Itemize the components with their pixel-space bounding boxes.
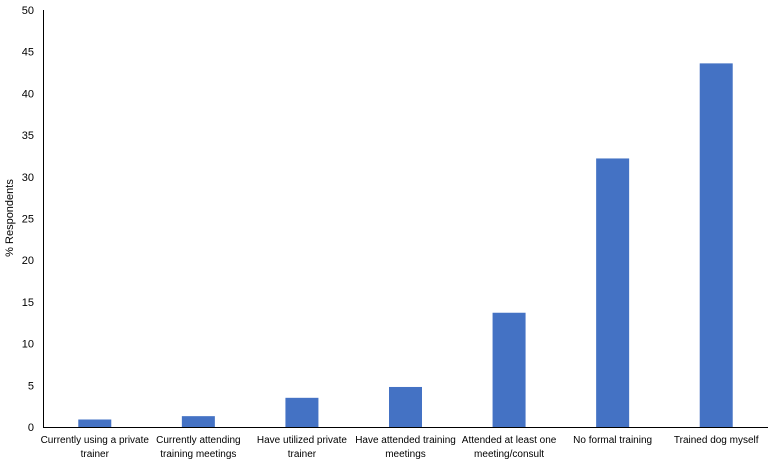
y-axis-ticks: 0 5 10 15 20 25 30 35 40 45 50 [22,5,34,434]
bars [78,63,733,427]
x-category-label: Have utilized private [257,435,347,446]
y-tick-label: 40 [22,88,34,100]
bar [492,312,526,427]
y-tick-label: 20 [22,255,34,267]
y-tick-label: 5 [28,380,34,392]
y-tick-label: 45 [22,47,34,59]
x-category-label: Have attended training [355,435,456,446]
bar [389,386,422,427]
x-category-label: No formal training [573,435,652,446]
y-tick-label: 30 [22,172,34,184]
x-category-label: training meetings [160,449,236,460]
bar [285,397,319,427]
x-axis-labels: Currently using a private trainer Currentl… [41,435,759,460]
x-category-label: trainer [81,449,110,460]
y-tick-label: 35 [22,130,34,142]
y-tick-label: 50 [22,5,34,17]
y-tick-label: 0 [28,422,34,434]
bar [78,419,112,427]
bar [596,158,630,427]
x-category-label: trainer [288,449,317,460]
y-axis-label: % Respondents [4,179,16,257]
bar [181,416,215,427]
x-category-label: meetings [385,449,426,460]
x-category-label: meeting/consult [474,449,544,460]
x-category-label: Currently attending [156,435,241,446]
y-tick-label: 15 [22,297,34,309]
y-tick-label: 10 [22,339,34,351]
bar [699,63,733,427]
x-category-label: Trained dog myself [674,435,759,446]
y-tick-label: 25 [22,214,34,226]
x-category-label: Currently using a private [41,435,150,446]
x-category-label: Attended at least one [462,435,557,446]
